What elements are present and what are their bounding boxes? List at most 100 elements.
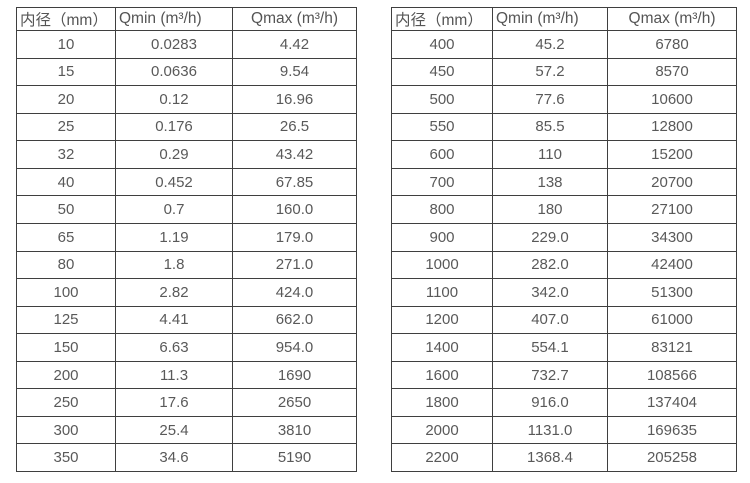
table-row: 40 0.452 67.85 — [16, 167, 357, 197]
table-cell: 300 — [16, 415, 116, 445]
table-cell: 32 — [16, 140, 116, 169]
table-row: 1000 282.0 42400 — [391, 250, 737, 280]
table-cell: 77.6 — [492, 85, 608, 114]
table-cell: 424.0 — [232, 278, 357, 307]
table-cell: 2200 — [391, 443, 493, 472]
table-cell: 1000 — [391, 250, 493, 280]
table-cell: 0.452 — [115, 167, 233, 197]
table-cell: 400 — [391, 30, 493, 59]
table-cell: 83121 — [607, 333, 737, 362]
table-cell: 0.0283 — [115, 30, 233, 59]
table-row: 350 34.6 5190 — [16, 443, 357, 472]
table-cell: 125 — [16, 305, 116, 335]
table-cell: 229.0 — [492, 222, 608, 252]
table-cell: 2650 — [232, 388, 357, 417]
table-row: 500 77.6 10600 — [391, 85, 737, 114]
table-cell: 51300 — [607, 278, 737, 307]
table-cell: 1368.4 — [492, 443, 608, 472]
table-cell: 4.41 — [115, 305, 233, 335]
table-cell: 200 — [16, 360, 116, 390]
table-cell: 450 — [391, 57, 493, 87]
table-cell: 25.4 — [115, 415, 233, 445]
table-row: 32 0.29 43.42 — [16, 140, 357, 169]
table-row: 400 45.2 6780 — [391, 30, 737, 59]
table-cell: 8570 — [607, 57, 737, 87]
table-cell: 550 — [391, 112, 493, 142]
column-header: 内径（mm） — [391, 7, 493, 31]
table-cell: 600 — [391, 140, 493, 169]
table-row: 65 1.19 179.0 — [16, 222, 357, 252]
table-cell: 2000 — [391, 415, 493, 445]
table-cell: 20 — [16, 85, 116, 114]
table-cell: 15200 — [607, 140, 737, 169]
table-row: 10 0.0283 4.42 — [16, 30, 357, 59]
table-row: 200 11.3 1690 — [16, 360, 357, 390]
table-cell: 662.0 — [232, 305, 357, 335]
table-cell: 4.42 — [232, 30, 357, 59]
table-row: 80 1.8 271.0 — [16, 250, 357, 280]
table-row: 50 0.7 160.0 — [16, 195, 357, 224]
table-cell: 1690 — [232, 360, 357, 390]
table-cell: 43.42 — [232, 140, 357, 169]
table-cell: 34300 — [607, 222, 737, 252]
table-cell: 150 — [16, 333, 116, 362]
table-cell: 80 — [16, 250, 116, 280]
table-cell: 0.12 — [115, 85, 233, 114]
table-row: 25 0.176 26.5 — [16, 112, 357, 142]
table-row: 2000 1131.0 169635 — [391, 415, 737, 445]
table-cell: 138 — [492, 167, 608, 197]
table-cell: 169635 — [607, 415, 737, 445]
table-cell: 15 — [16, 57, 116, 87]
table-cell: 40 — [16, 167, 116, 197]
table-cell: 65 — [16, 222, 116, 252]
table-row: 15 0.0636 9.54 — [16, 57, 357, 87]
table-cell: 700 — [391, 167, 493, 197]
table-row: 700 138 20700 — [391, 167, 737, 197]
table-cell: 61000 — [607, 305, 737, 335]
table-row: 125 4.41 662.0 — [16, 305, 357, 335]
table-cell: 1400 — [391, 333, 493, 362]
table-cell: 12800 — [607, 112, 737, 142]
table-cell: 16.96 — [232, 85, 357, 114]
table-row: 1800 916.0 137404 — [391, 388, 737, 417]
table-row: 1400 554.1 83121 — [391, 333, 737, 362]
table-cell: 0.176 — [115, 112, 233, 142]
table-cell: 250 — [16, 388, 116, 417]
table-cell: 2.82 — [115, 278, 233, 307]
header-row: 内径（mm） Qmin (m³/h) Qmax (m³/h) — [16, 7, 357, 31]
table-cell: 3810 — [232, 415, 357, 445]
table-cell: 1.8 — [115, 250, 233, 280]
table-row: 450 57.2 8570 — [391, 57, 737, 87]
table-row: 100 2.82 424.0 — [16, 278, 357, 307]
table-cell: 1100 — [391, 278, 493, 307]
table-cell: 0.0636 — [115, 57, 233, 87]
column-header: 内径（mm） — [16, 7, 116, 31]
table-row: 550 85.5 12800 — [391, 112, 737, 142]
table-cell: 916.0 — [492, 388, 608, 417]
table-row: 900 229.0 34300 — [391, 222, 737, 252]
table-row: 600 110 15200 — [391, 140, 737, 169]
table-cell: 1131.0 — [492, 415, 608, 445]
table-cell: 205258 — [607, 443, 737, 472]
table-cell: 554.1 — [492, 333, 608, 362]
table-cell: 500 — [391, 85, 493, 114]
table-cell: 20700 — [607, 167, 737, 197]
table-row: 2200 1368.4 205258 — [391, 443, 737, 472]
table-row: 20 0.12 16.96 — [16, 85, 357, 114]
column-header: Qmax (m³/h) — [607, 7, 737, 31]
column-header: Qmin (m³/h) — [492, 7, 608, 31]
table-cell: 6780 — [607, 30, 737, 59]
table-row: 800 180 27100 — [391, 195, 737, 224]
table-cell: 50 — [16, 195, 116, 224]
table-cell: 100 — [16, 278, 116, 307]
header-row: 内径（mm） Qmin (m³/h) Qmax (m³/h) — [391, 7, 737, 31]
table-row: 1100 342.0 51300 — [391, 278, 737, 307]
table-cell: 900 — [391, 222, 493, 252]
table-cell: 110 — [492, 140, 608, 169]
table-cell: 26.5 — [232, 112, 357, 142]
table-cell: 1600 — [391, 360, 493, 390]
table-cell: 27100 — [607, 195, 737, 224]
table-cell: 1.19 — [115, 222, 233, 252]
table-row: 150 6.63 954.0 — [16, 333, 357, 362]
table-row: 1600 732.7 108566 — [391, 360, 737, 390]
